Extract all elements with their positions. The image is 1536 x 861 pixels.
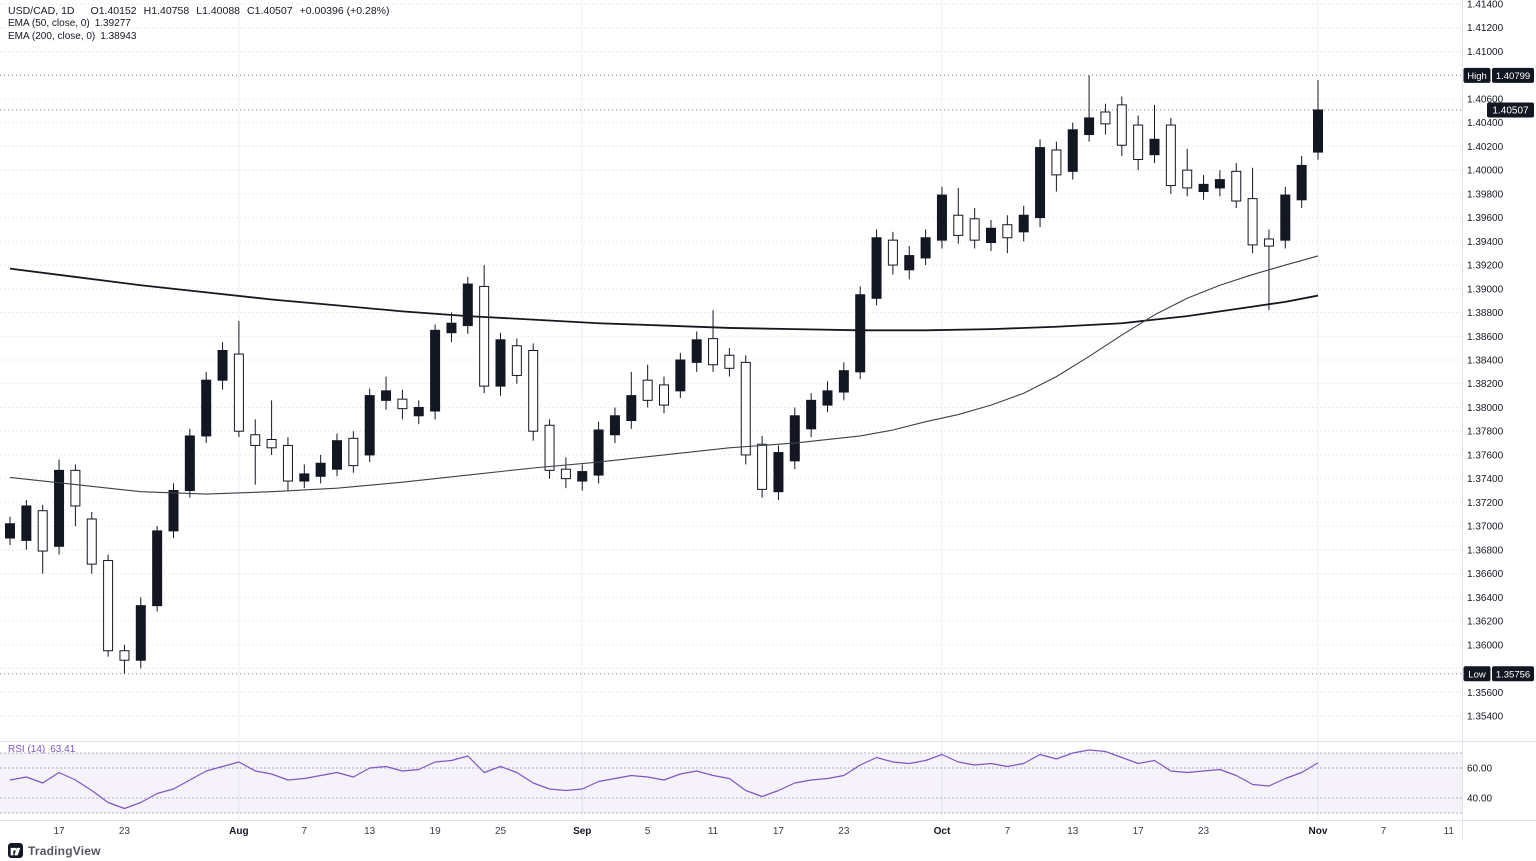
- time-axis-day-label: 11: [1444, 826, 1455, 837]
- axis-badge: [1487, 102, 1534, 118]
- price-axis-label: 1.39200: [1467, 261, 1504, 272]
- axis-badge-text: Low: [1468, 669, 1486, 680]
- axis-badge-text: High: [1467, 71, 1487, 82]
- axis-badge-text: 1.35756: [1496, 669, 1530, 680]
- ema200-label: EMA (200, close, 0): [8, 30, 96, 42]
- tradingview-wordmark: TradingView: [28, 843, 101, 858]
- ema200-legend[interactable]: EMA (200, close, 0) 1.38943: [8, 31, 390, 44]
- time-axis[interactable]: 17 23 Aug 7 13 19 25 Sep 5 11 17 23 Oct 7 13 17 23 Nov 7 11: [53, 826, 1454, 837]
- axis-badge: [1492, 67, 1534, 83]
- ema50-legend[interactable]: EMA (50, close, 0) 1.39277: [8, 18, 390, 31]
- ohlc-row: USD/CAD, 1D O1.40152 H1.40758 L1.40088 C1.40…: [8, 5, 390, 18]
- tradingview-logo-icon: [8, 843, 23, 858]
- axis-badge-text: 1.40507: [1492, 105, 1529, 116]
- close-label: C: [247, 5, 255, 17]
- close-value: 1.40507: [254, 5, 293, 17]
- time-axis-day-label: 23: [1198, 826, 1210, 837]
- symbol-title[interactable]: USD/CAD, 1D: [8, 5, 75, 17]
- ema-50-line[interactable]: [9, 255, 1319, 495]
- price-axis-label: 1.37400: [1467, 474, 1504, 485]
- rsi-line[interactable]: [9, 749, 1319, 810]
- rsi-axis-label: 60.00: [1467, 764, 1492, 775]
- time-axis-day-label: 7: [1005, 826, 1011, 837]
- price-axis-label: 1.41200: [1467, 23, 1504, 34]
- time-axis-day-label: 7: [302, 826, 308, 837]
- time-axis-month-label: Nov: [1309, 826, 1328, 837]
- time-axis-day-label: 13: [1067, 826, 1079, 837]
- rsi-legend[interactable]: RSI (14) 63.41: [8, 744, 75, 755]
- price-axis-label: 1.41400: [1467, 0, 1504, 11]
- axis-badge-text: 1.40799: [1496, 71, 1530, 82]
- time-axis-day-label: 25: [495, 826, 507, 837]
- axis-badge: [1463, 67, 1491, 83]
- price-axis-label: 1.40200: [1467, 142, 1504, 153]
- low-value: 1.40088: [202, 5, 241, 17]
- price-axis-label: 1.41000: [1467, 47, 1504, 58]
- time-axis-day-label: 7: [1381, 826, 1387, 837]
- time-axis-day-label: 17: [1133, 826, 1145, 837]
- rsi-label: RSI (14): [8, 744, 46, 755]
- price-axis-label: 1.38400: [1467, 356, 1504, 367]
- high-label: H: [143, 5, 152, 17]
- price-axis-label: 1.37600: [1467, 450, 1504, 461]
- time-axis-day-label: 17: [773, 826, 785, 837]
- price-axis-label: 1.37000: [1467, 522, 1504, 533]
- ema200-value: 1.38943: [100, 30, 137, 42]
- price-axis-label: 1.40400: [1467, 118, 1504, 129]
- time-axis-day-label: 23: [838, 826, 850, 837]
- symbol-legend: USD/CAD, 1D O1.40152 H1.40758 L1.40088 C1.40…: [8, 5, 390, 43]
- price-axis-label: 1.37800: [1467, 427, 1504, 438]
- tradingview-branding[interactable]: TradingView: [8, 843, 101, 858]
- price-axis-label: 1.35400: [1467, 712, 1504, 723]
- high-value: 1.40758: [151, 5, 190, 17]
- time-axis-month-label: Sep: [573, 826, 591, 837]
- pane-separators: [0, 0, 1536, 840]
- open-value: 1.40152: [98, 5, 137, 17]
- price-axis-label: 1.36400: [1467, 593, 1504, 604]
- price-axis-label: 1.39400: [1467, 237, 1504, 248]
- low-label: L: [196, 5, 203, 17]
- time-axis-day-label: 13: [364, 826, 376, 837]
- price-axis-label: 1.38200: [1467, 379, 1504, 390]
- price-axis-label: 1.38600: [1467, 332, 1504, 343]
- rsi-value: 63.41: [50, 744, 76, 755]
- price-axis-label: 1.40600: [1467, 94, 1504, 105]
- axis-badge: [1463, 666, 1491, 682]
- time-axis-day-label: 11: [708, 826, 719, 837]
- ema-200-line[interactable]: [9, 267, 1319, 332]
- axis-badge: [1492, 666, 1534, 682]
- price-axis-label: 1.40000: [1467, 166, 1504, 177]
- price-axis-label: 1.36200: [1467, 617, 1504, 628]
- candlestick-series: [5, 75, 1323, 674]
- price-axis-label: 1.36000: [1467, 640, 1504, 651]
- rsi-band: [0, 752, 1462, 814]
- ema50-value: 1.39277: [94, 18, 131, 29]
- time-axis-day-label: 5: [645, 826, 651, 837]
- price-axis-label: 1.39000: [1467, 284, 1504, 295]
- price-axis-label: 1.36800: [1467, 545, 1504, 556]
- rsi-axis-label: 40.00: [1467, 794, 1492, 805]
- time-axis-day-label: 23: [119, 826, 131, 837]
- time-axis-day-label: 17: [53, 826, 65, 837]
- price-axis-label: 1.36600: [1467, 569, 1504, 580]
- price-axis[interactable]: 1.41400 1.41200 1.41000 1.40600 1.40400 1.402…: [1467, 0, 1504, 805]
- change-value: +0.00396 (+0.28%): [299, 5, 390, 17]
- ema50-label: EMA (50, close, 0): [8, 18, 90, 29]
- time-axis-day-label: 19: [430, 826, 442, 837]
- price-axis-label: 1.39600: [1467, 213, 1504, 224]
- price-axis-label: 1.39800: [1467, 189, 1504, 200]
- price-axis-label: 1.35600: [1467, 688, 1504, 699]
- time-axis-month-label: Oct: [934, 826, 951, 837]
- open-label: O: [90, 5, 99, 17]
- price-axis-label: 1.38000: [1467, 403, 1504, 414]
- price-axis-label: 1.37200: [1467, 498, 1504, 509]
- price-axis-label: 1.38800: [1467, 308, 1504, 319]
- time-axis-month-label: Aug: [229, 826, 248, 837]
